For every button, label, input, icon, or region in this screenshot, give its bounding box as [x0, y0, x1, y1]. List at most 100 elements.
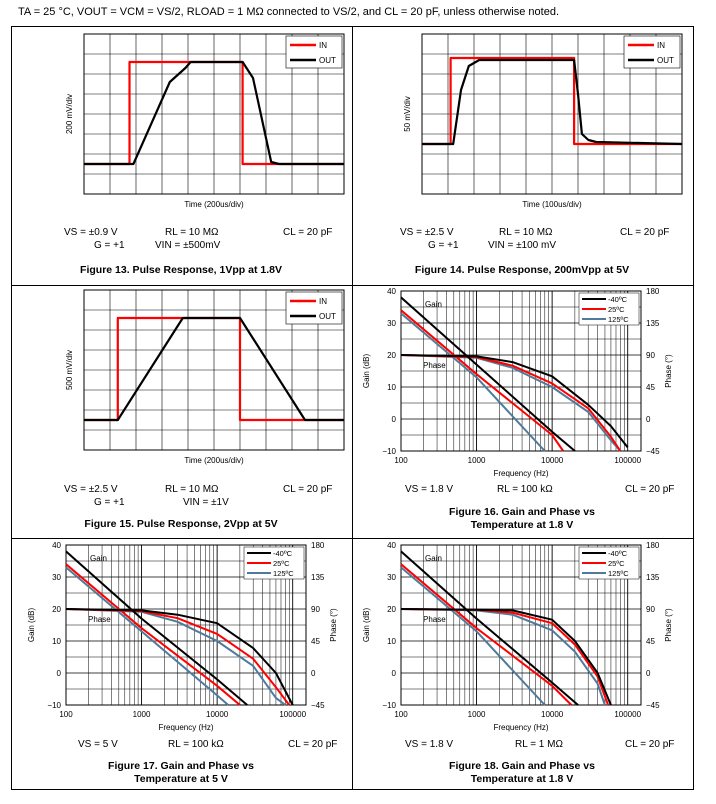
fig14-series-out [422, 58, 683, 146]
fig18-y2tick-label: 45 [646, 637, 655, 646]
fig16-ytick-label: 20 [387, 351, 396, 360]
fig14-cond-g: G = +1 [428, 240, 459, 251]
fig14-cond-vs: VS = ±2.5 V [400, 227, 454, 238]
fig15-cond-g: G = +1 [94, 497, 125, 508]
fig14-ylabel: 50 mV/div [403, 96, 412, 132]
fig16-y2tick-label: 135 [646, 319, 660, 328]
fig18-y2tick-label: 135 [646, 573, 660, 582]
fig18-xtick-label: 100000 [614, 710, 641, 719]
fig17-ylabel: Gain (dB) [27, 608, 36, 643]
fig16-annotation-phase: Phase [423, 361, 446, 370]
fig17-y2label: Phase (°) [329, 608, 338, 642]
fig17-y2tick-label: −45 [311, 701, 325, 710]
fig15-cond-cl: CL = 20 pF [283, 484, 333, 495]
fig18-cond-rl: RL = 1 MΩ [515, 739, 563, 750]
fig18-legend-label: 125ºC [608, 569, 629, 578]
fig17-gain-m40c [65, 550, 248, 706]
fig18-y2label: Phase (°) [664, 608, 673, 642]
fig17-ytick-label: 0 [57, 669, 62, 678]
fig17-gain-25c [65, 563, 241, 706]
fig13-cond-cl: CL = 20 pF [283, 227, 333, 238]
fig16-gain-m40c [400, 296, 576, 452]
fig13-series-out [84, 60, 344, 166]
figure-grid [11, 26, 694, 790]
fig16-y2tick-label: −45 [646, 447, 660, 456]
fig18-gain-m40c [400, 550, 579, 706]
fig16-caption: Figure 16. Gain and Phase vs Temperature… [352, 506, 692, 532]
fig13-xlabel: Time (200us/div) [184, 200, 244, 209]
fig17-caption-line1: Figure 17. Gain and Phase vs [108, 760, 254, 772]
fig17-cond-rl: RL = 100 kΩ [168, 739, 224, 750]
fig15-xlabel: Time (200us/div) [184, 456, 244, 465]
fig17-ytick-label: 20 [52, 605, 61, 614]
fig18-y2tick-label: 0 [646, 669, 651, 678]
fig18-chart: 100 1000 10000 100000403020100−101801359045… [362, 541, 673, 732]
fig15-legend-box [285, 291, 343, 325]
fig15-cond-rl: RL = 10 MΩ [165, 484, 219, 495]
fig18-xtick-label: 1000 [468, 710, 486, 719]
fig17-caption: Figure 17. Gain and Phase vs Temperature… [12, 760, 350, 786]
fig14-cond-rl: RL = 10 MΩ [499, 227, 553, 238]
fig13-legend-label-in: IN [319, 41, 327, 50]
fig18-caption-line2: Temperature at 1.8 V [470, 773, 574, 785]
fig16-ylabel: Gain (dB) [362, 354, 371, 389]
fig16-gain-125c [400, 312, 546, 452]
fig18-caption-line1: Figure 18. Gain and Phase vs [449, 760, 595, 772]
fig13-cond-vin: VIN = ±500mV [155, 240, 221, 251]
fig15-series-out [84, 316, 344, 422]
fig18-ytick-label: 10 [387, 637, 396, 646]
fig16-chart: 100 1000 10000 100000403020100−101801359045… [362, 287, 673, 478]
fig16-y2tick-label: 90 [646, 351, 655, 360]
fig17-annotation-phase: Phase [88, 615, 111, 624]
grid-divider-1 [12, 285, 693, 286]
fig14-legend-label-in: IN [657, 41, 665, 50]
fig17-y2tick-label: 0 [311, 669, 316, 678]
fig17-caption-line2: Temperature at 5 V [134, 773, 228, 785]
fig13-cond-rl: RL = 10 MΩ [165, 227, 219, 238]
fig15-chart: IN OUT Time (200us/div) 500 mV/div [65, 289, 345, 465]
fig14-cond-cl: CL = 20 pF [620, 227, 670, 238]
fig17-xlabel: Frequency (Hz) [158, 723, 213, 732]
fig16-ytick-label: 40 [387, 287, 396, 296]
fig18-ytick-label: 20 [387, 605, 396, 614]
fig17-xtick-label: 1000 [133, 710, 151, 719]
fig14-caption: Figure 14. Pulse Response, 200mVpp at 5V [414, 264, 630, 276]
fig17-ytick-label: −10 [47, 701, 61, 710]
fig16-phase-m40c [400, 354, 629, 449]
fig16-xlabel: Frequency (Hz) [493, 469, 548, 478]
fig17-annotation-gain: Gain [90, 554, 107, 563]
fig16-legend-label: 125ºC [608, 315, 629, 324]
fig17-xtick-label: 100000 [279, 710, 306, 719]
fig13-cond-g: G = +1 [94, 240, 125, 251]
fig16-gain-25c [400, 309, 565, 452]
fig16-cond-vs: VS = 1.8 V [405, 484, 454, 495]
fig16-cond-cl: CL = 20 pF [625, 484, 675, 495]
fig17-legend-label: -40ºC [273, 549, 293, 558]
fig18-annotation-gain: Gain [425, 554, 442, 563]
fig15-caption: Figure 15. Pulse Response, 2Vpp at 5V [84, 518, 278, 530]
fig16-annotation-gain: Gain [425, 300, 442, 309]
fig13-ylabel: 200 mV/div [65, 94, 74, 134]
fig18-caption: Figure 18. Gain and Phase vs Temperature… [352, 760, 692, 786]
fig16-caption-line2: Temperature at 1.8 V [470, 519, 574, 531]
fig13-legend-label-out: OUT [319, 56, 336, 65]
fig13-cond-vs: VS = ±0.9 V [64, 227, 118, 238]
fig18-ytick-label: −10 [382, 701, 396, 710]
fig13-chart: IN OUT Time (200us/div) 200 mV/div [65, 33, 345, 209]
fig15-ylabel: 500 mV/div [65, 350, 74, 390]
fig16-xtick-label: 10000 [541, 456, 564, 465]
fig18-y2tick-label: 180 [646, 541, 660, 550]
fig17-ytick-label: 40 [52, 541, 61, 550]
fig14-chart: IN OUT Time (100us/div) 50 mV/div [403, 33, 683, 209]
fig16-legend-label: -40ºC [608, 295, 628, 304]
fig13-legend-box [285, 35, 343, 69]
fig17-ytick-label: 10 [52, 637, 61, 646]
fig17-y2tick-label: 90 [311, 605, 320, 614]
fig15-cond-vs: VS = ±2.5 V [64, 484, 118, 495]
fig16-y2label: Phase (°) [664, 354, 673, 388]
fig17-xtick-label: 100 [59, 710, 73, 719]
grid-vertical-divider [352, 27, 353, 789]
fig13-caption: Figure 13. Pulse Response, 1Vpp at 1.8V [80, 264, 282, 276]
fig18-cond-cl: CL = 20 pF [625, 739, 675, 750]
fig18-gain-25c [400, 563, 573, 706]
